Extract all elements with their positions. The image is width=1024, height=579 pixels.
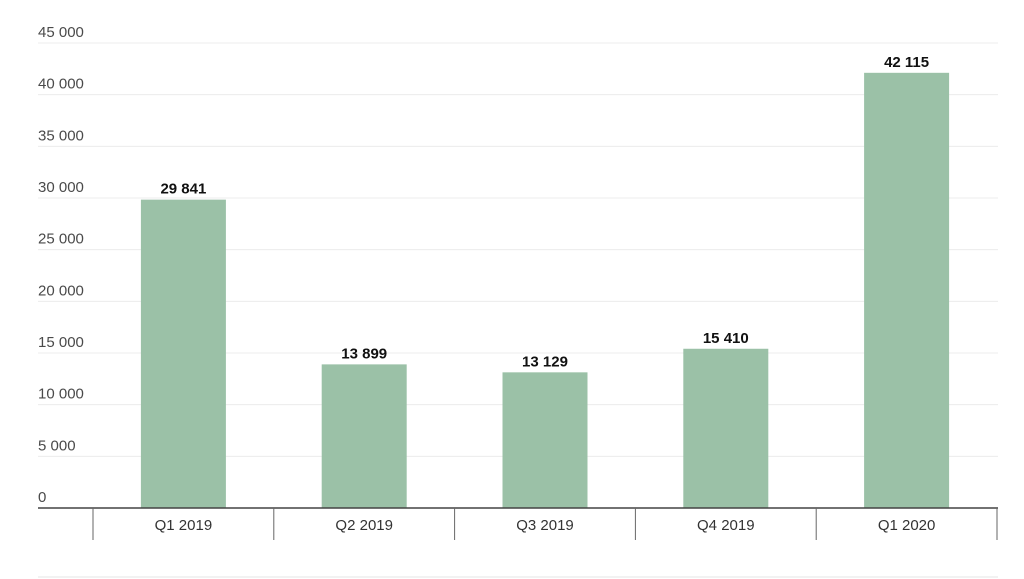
bar [502, 372, 588, 508]
x-tick-label: Q2 2019 [335, 517, 393, 534]
x-tick-label: Q4 2019 [697, 517, 755, 534]
x-axis: Q1 2019 Q2 2019 Q3 2019 Q4 2019 Q1 2020 [38, 507, 998, 578]
y-tick-label: 15 000 [38, 334, 84, 351]
bar [321, 364, 407, 508]
y-tick-label: 35 000 [38, 127, 84, 144]
x-tick-label: Q3 2019 [516, 517, 574, 534]
bar [683, 348, 769, 508]
data-label: 13 899 [341, 345, 387, 362]
data-labels: 29 841 13 899 13 129 15 410 42 115 [160, 54, 929, 371]
y-tick-label: 40 000 [38, 76, 84, 93]
y-tick-label: 20 000 [38, 282, 84, 299]
data-label: 42 115 [884, 54, 929, 71]
x-tick-label: Q1 2020 [878, 517, 936, 534]
x-tick-label: Q1 2019 [155, 517, 213, 534]
y-axis-ticks: 0 5 000 10 000 15 000 20 000 25 000 30 000 35 0… [38, 24, 84, 506]
y-tick-label: 0 [38, 489, 46, 506]
bars [140, 72, 950, 508]
data-label: 29 841 [160, 181, 206, 198]
y-tick-label: 30 000 [38, 179, 84, 196]
y-tick-label: 45 000 [38, 24, 84, 41]
y-tick-label: 25 000 [38, 231, 84, 248]
bar [140, 199, 226, 508]
y-tick-label: 10 000 [38, 386, 84, 403]
y-tick-label: 5 000 [38, 437, 76, 454]
data-label: 15 410 [703, 330, 749, 347]
bar [864, 72, 950, 508]
data-label: 13 129 [522, 353, 568, 370]
